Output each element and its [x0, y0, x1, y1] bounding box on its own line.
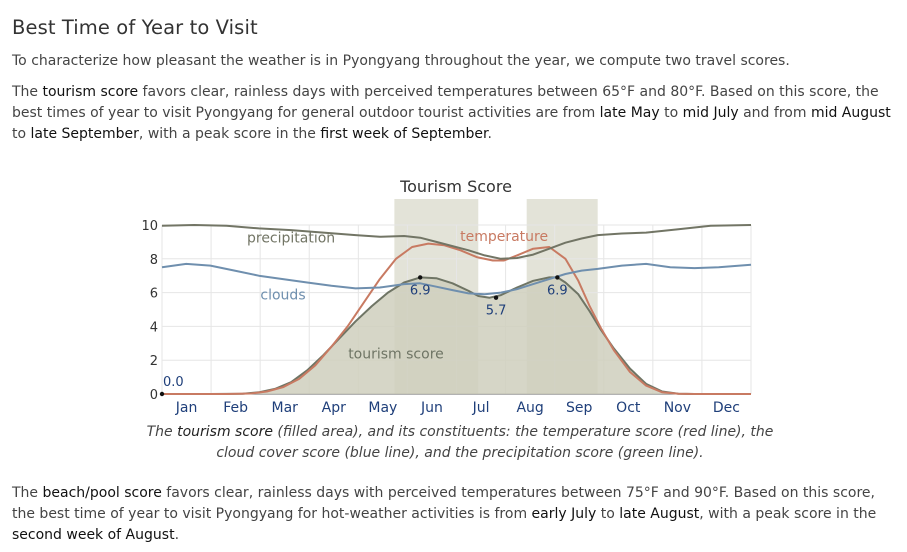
tourism-score-line: [162, 276, 751, 395]
text-run: , with a peak score in the: [138, 126, 321, 142]
x-tick-label: Jun: [420, 400, 443, 416]
data-label: 0.0: [163, 375, 184, 390]
tourism-score-term: tourism score: [42, 84, 139, 100]
peak-period: first week of September: [320, 126, 488, 142]
text-run: to: [12, 126, 31, 142]
x-tick-label: May: [368, 400, 397, 416]
y-tick-label: 2: [150, 354, 158, 369]
labels-layer: precipitation temperature clouds tourism sc…: [159, 229, 568, 397]
text-run: The: [146, 424, 178, 440]
range-start-1: late May: [599, 105, 660, 121]
text-run: , with a peak score in the: [699, 506, 877, 522]
range-end: late August: [619, 506, 700, 522]
text-run: favors clear, rainless days with perceiv…: [12, 84, 879, 121]
range-start-2: mid August: [810, 105, 891, 121]
y-tick-label: 10: [141, 219, 158, 234]
data-label: 5.7: [486, 304, 507, 319]
series-label: precipitation: [247, 231, 335, 247]
data-point: [417, 275, 423, 280]
x-tick-label: Jul: [472, 400, 490, 416]
tourism-score-paragraph: The tourism score favors clear, rainless…: [12, 82, 902, 145]
y-tick-label: 6: [150, 287, 158, 302]
text-run: favors clear, rainless days with perceiv…: [12, 485, 875, 522]
clouds-line: [161, 262, 752, 296]
text-run: .: [487, 126, 492, 142]
x-tick-label: Feb: [223, 400, 248, 416]
data-point: [159, 391, 165, 397]
tourism-score-area: [162, 277, 751, 394]
x-tick-label: Dec: [713, 400, 740, 416]
y-tick-label: 0: [150, 388, 158, 403]
intro-paragraph: To characterize how pleasant the weather…: [12, 53, 790, 69]
x-tick-label: Apr: [322, 400, 346, 416]
y-tick-label: 8: [150, 253, 158, 268]
series-label: temperature: [460, 229, 548, 245]
data-label: 6.9: [410, 283, 431, 298]
chart-title: Tourism Score: [399, 177, 512, 196]
range-start: early July: [531, 506, 597, 522]
text-run: to: [659, 105, 683, 121]
data-point: [493, 295, 499, 300]
beach-score-term: beach/pool score: [42, 485, 162, 501]
tourism-score-chart: 0 2 4 6 8 10 Jan Feb Mar Apr May Jun Jul Aug Sep Oct Nov…: [141, 177, 752, 416]
peak-period: second week of August: [12, 527, 175, 543]
data-point: [555, 275, 560, 280]
temperature-line: [162, 242, 751, 395]
x-tick-label: Sep: [566, 400, 593, 416]
text-run: to: [596, 506, 620, 522]
text-run: The: [12, 485, 43, 501]
text-run: .: [174, 527, 180, 543]
precipitation-line: [161, 224, 752, 260]
x-tick-label: Aug: [516, 400, 543, 416]
chart-caption: The tourism score (filled area), and its…: [130, 422, 790, 464]
text-run: (filled area), and its constituents: the…: [216, 424, 774, 461]
x-tick-label: Nov: [664, 400, 691, 416]
y-tick-label: 4: [150, 320, 158, 335]
range-end-2: late September: [30, 126, 139, 142]
data-label: 6.9: [547, 283, 568, 298]
range-end-1: mid July: [682, 105, 739, 121]
text-run: and from: [738, 105, 811, 121]
page-title: Best Time of Year to Visit: [12, 16, 258, 39]
text-run: The: [12, 84, 43, 100]
caption-term: tourism score: [177, 424, 273, 440]
series-label: clouds: [260, 287, 305, 303]
series-label: tourism score: [348, 346, 444, 362]
beach-score-paragraph: The beach/pool score favors clear, rainl…: [12, 483, 902, 546]
x-tick-label: Oct: [616, 400, 641, 416]
x-tick-label: Jan: [175, 400, 198, 416]
x-tick-label: Mar: [271, 400, 298, 416]
series-layer: [161, 224, 752, 395]
